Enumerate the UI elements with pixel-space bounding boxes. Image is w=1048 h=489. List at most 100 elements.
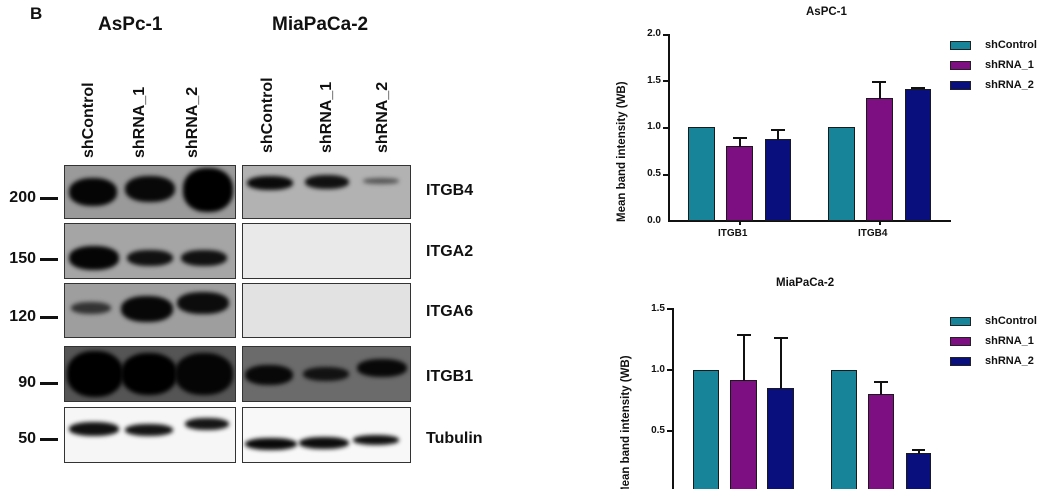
error-bar — [879, 81, 881, 99]
panel-letter: B — [30, 4, 43, 23]
legend-swatch — [950, 80, 971, 90]
mw-tick — [40, 197, 58, 200]
bar-miapaca2-itgb1-shrna2 — [767, 388, 794, 489]
lane-label: shControl — [259, 77, 276, 153]
legend-item: shRNA_1 — [950, 335, 1034, 347]
protein-label: ITGA6 — [426, 303, 474, 320]
bar-miapaca2-itgb4-shrna2 — [906, 453, 931, 489]
error-bar — [880, 381, 882, 395]
error-cap — [872, 81, 886, 83]
error-cap — [912, 449, 925, 451]
legend-swatch — [950, 60, 971, 70]
bar-miapaca2-itgb4-shrna1 — [868, 394, 894, 489]
legend-item: shControl — [950, 315, 1037, 327]
y-tick: 2.0 — [647, 28, 661, 39]
legend-item: shRNA_1 — [950, 59, 1034, 71]
legend-item: shControl — [950, 39, 1037, 51]
x-axis — [668, 220, 951, 222]
legend-swatch — [950, 316, 971, 326]
y-tick: 0.5 — [651, 425, 665, 436]
blot-miapaca2-itgb4 — [242, 165, 411, 219]
blot-title-aspc1: AsPc-1 — [98, 14, 163, 35]
legend-item: shRNA_2 — [950, 355, 1034, 367]
error-cap — [911, 87, 925, 89]
mw-marker: 150 — [9, 250, 36, 267]
legend-label: shRNA_1 — [985, 335, 1034, 347]
legend-label: shRNA_2 — [985, 79, 1034, 91]
chart-title: MiaPaCa-2 — [776, 277, 835, 289]
mw-tick — [40, 382, 58, 385]
protein-label: Tubulin — [426, 430, 483, 447]
error-bar — [739, 137, 741, 147]
bar-aspc1-itgb4-shrna1 — [866, 98, 893, 221]
legend-label: shControl — [985, 315, 1037, 327]
y-tick: 1.0 — [647, 121, 661, 132]
blot-miapaca2-itga2 — [242, 223, 411, 279]
bar-aspc1-itgb1-shrna1 — [726, 146, 753, 221]
x-tick-mark — [739, 221, 741, 225]
error-cap — [774, 337, 788, 339]
mw-marker: 200 — [9, 189, 36, 206]
blot-miapaca2-itga6 — [242, 283, 411, 338]
lane-label: shRNA_2 — [184, 86, 201, 158]
blot-aspc1-itgb4 — [64, 165, 236, 219]
y-tick: 1.5 — [647, 75, 661, 86]
legend-label: shControl — [985, 39, 1037, 51]
mw-tick — [40, 258, 58, 261]
lane-label: shRNA_1 — [318, 81, 335, 153]
mw-marker: 90 — [18, 374, 36, 391]
bar-aspc1-itgb1-shrna2 — [765, 139, 791, 221]
error-bar — [777, 129, 779, 140]
y-tick: 1.0 — [651, 364, 665, 375]
lane-label: shRNA_1 — [131, 86, 148, 158]
blot-aspc1-itgb1 — [64, 346, 236, 402]
y-axis — [672, 308, 674, 489]
bar-miapaca2-itgb1-shrna1 — [730, 380, 757, 489]
y-tick-mark — [663, 34, 669, 36]
mw-tick — [40, 316, 58, 319]
protein-label: ITGB1 — [426, 368, 474, 385]
y-tick: 0.5 — [647, 168, 661, 179]
mw-marker: 120 — [9, 308, 36, 325]
blot-aspc1-itga2 — [64, 223, 236, 279]
y-tick-mark — [663, 127, 669, 129]
y-tick: 1.5 — [651, 303, 665, 314]
chart-title: AsPC-1 — [806, 6, 847, 18]
error-bar — [780, 337, 782, 389]
error-cap — [733, 137, 747, 139]
legend-swatch — [950, 336, 971, 346]
x-tick-label: ITGB1 — [718, 228, 748, 239]
legend-swatch — [950, 40, 971, 50]
y-tick-mark — [663, 80, 669, 82]
x-tick-label: ITGB4 — [858, 228, 888, 239]
y-axis-label: Mean band intensity (WB) — [616, 81, 628, 222]
legend-label: shRNA_1 — [985, 59, 1034, 71]
protein-label: ITGB4 — [426, 182, 474, 199]
error-cap — [874, 381, 888, 383]
protein-label: ITGA2 — [426, 243, 474, 260]
mw-tick — [40, 438, 58, 441]
y-tick-mark — [667, 308, 673, 310]
x-tick-mark — [879, 221, 881, 225]
y-tick-mark — [667, 369, 673, 371]
lane-label: shRNA_2 — [374, 81, 391, 153]
error-bar — [918, 449, 920, 454]
bar-aspc1-itgb4-shcontrol — [828, 127, 855, 221]
blot-aspc1-tubulin — [64, 407, 236, 463]
error-cap — [737, 334, 751, 336]
legend-label: shRNA_2 — [985, 355, 1034, 367]
lane-label: shControl — [80, 82, 97, 158]
bar-miapaca2-itgb4-shcontrol — [831, 370, 857, 489]
error-bar — [743, 334, 745, 381]
bar-aspc1-itgb1-shcontrol — [688, 127, 715, 221]
y-axis-label: Mean band intensity (WB) — [620, 355, 632, 489]
error-cap — [771, 129, 785, 131]
legend-swatch — [950, 356, 971, 366]
legend-item: shRNA_2 — [950, 79, 1034, 91]
y-axis — [668, 34, 670, 222]
bar-aspc1-itgb4-shrna2 — [905, 89, 931, 221]
bar-miapaca2-itgb1-shcontrol — [693, 370, 719, 489]
y-tick-mark — [667, 430, 673, 432]
blot-title-miapaca2: MiaPaCa-2 — [272, 14, 369, 35]
blot-miapaca2-itgb1 — [242, 346, 411, 402]
